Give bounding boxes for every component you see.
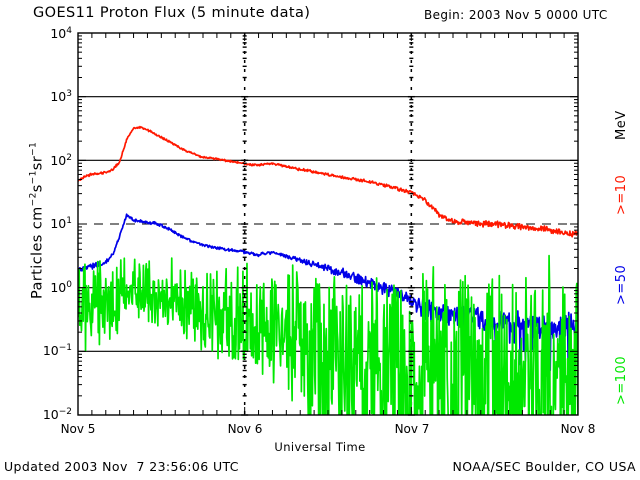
y-tick-label-1e1: 101 [50, 216, 72, 232]
x-tick-label-nov5: Nov 5 [60, 422, 96, 436]
y-tick-label-1e4: 104 [50, 26, 72, 42]
y-tick-label-1em2: 10−2 [42, 407, 72, 423]
begin-time-label: Begin: 2003 Nov 5 0000 UTC [424, 8, 608, 22]
y-tick-label-1e2: 102 [50, 153, 72, 169]
x-axis-label: Universal Time [274, 440, 366, 454]
y-tick-label-1e3: 103 [50, 89, 72, 105]
series-layer [78, 125, 578, 415]
credit-label: NOAA/SEC Boulder, CO USA [452, 459, 636, 474]
x-tick-label-nov7: Nov 7 [394, 422, 430, 436]
series-line-100 [78, 254, 578, 415]
y-tick-label-1em1: 10−1 [42, 343, 72, 359]
series-line-10 [78, 125, 578, 238]
series-line-50 [78, 213, 578, 372]
axis-frame [77, 32, 579, 416]
page-title: GOES11 Proton Flux (5 minute data) [33, 5, 311, 21]
updated-timestamp: Updated 2003 Nov 7 23:56:06 UTC [4, 459, 239, 474]
x-tick-label-nov8: Nov 8 [560, 422, 596, 436]
x-tick-label-nov6: Nov 6 [227, 422, 263, 436]
y-tick-label-1e0: 100 [50, 280, 72, 296]
